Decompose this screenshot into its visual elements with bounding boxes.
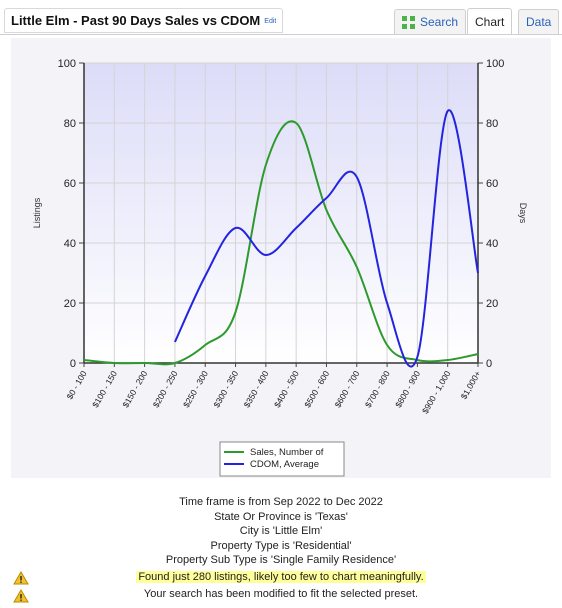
warning-icon: [13, 589, 29, 603]
y2-tick-label: 100: [486, 58, 504, 70]
y-tick-label: 40: [64, 238, 76, 250]
y-tick-label: 60: [64, 178, 76, 190]
warning-text: Found just 280 listings, likely too few …: [136, 571, 426, 583]
legend-label-sales: Sales, Number of: [250, 447, 324, 458]
y2-tick-label: 60: [486, 178, 498, 190]
y-tick-label: 100: [58, 58, 76, 70]
y2-tick-label: 20: [486, 298, 498, 310]
y2-tick-label: 40: [486, 238, 498, 250]
tab-chart-label: Chart: [475, 15, 505, 29]
tab-data[interactable]: Data: [518, 9, 560, 34]
warning-text: Your search has been modified to fit the…: [143, 588, 419, 600]
criteria-line: Property Sub Type is 'Single Family Resi…: [165, 554, 397, 566]
tab-data-label: Data: [526, 15, 552, 29]
tab-search-label: Search: [420, 15, 459, 29]
header-bar: Little Elm - Past 90 Days Sales vs CDOM …: [0, 0, 562, 35]
chart-legend: Sales, Number of CDOM, Average: [219, 441, 345, 477]
tab-chart[interactable]: Chart: [467, 8, 513, 35]
y2-tick-label: 80: [486, 118, 498, 130]
series-line-sales: [83, 120, 479, 366]
y2-tick-label: 0: [486, 358, 492, 370]
legend-box: [219, 441, 345, 477]
expand-arrows-icon: [402, 15, 415, 29]
warning-message: Found just 280 listings, likely too few …: [0, 571, 562, 583]
y-axis-label: Listings: [32, 197, 42, 228]
y-tick-label: 80: [64, 118, 76, 130]
y-tick-label: 20: [64, 298, 76, 310]
report-title-box: Little Elm - Past 90 Days Sales vs CDOM …: [4, 8, 284, 33]
series-lines: [83, 109, 479, 368]
legend-label-cdom: CDOM, Average: [250, 459, 319, 470]
page-title: Little Elm - Past 90 Days Sales vs CDOM: [11, 13, 261, 28]
criteria-line: City is 'Little Elm': [239, 525, 323, 537]
plot-area: [84, 63, 478, 363]
y-tick-label: 0: [70, 358, 76, 370]
criteria-line: State Or Province is 'Texas': [214, 511, 348, 523]
axes: 0 0 20 20 40 40 60 60 80 80 100 100: [58, 58, 505, 370]
tab-divider: [0, 34, 562, 35]
series-line-cdom: [174, 109, 479, 368]
edit-title-link[interactable]: Edit: [264, 18, 277, 25]
warning-message: Your search has been modified to fit the…: [0, 588, 562, 600]
criteria-line: Property Type is 'Residential': [210, 540, 352, 552]
criteria-line: Time frame is from Sep 2022 to Dec 2022: [179, 496, 383, 508]
warning-icon: [13, 571, 29, 585]
y2-axis-label: Days: [518, 203, 528, 224]
tab-search[interactable]: Search: [394, 9, 467, 34]
